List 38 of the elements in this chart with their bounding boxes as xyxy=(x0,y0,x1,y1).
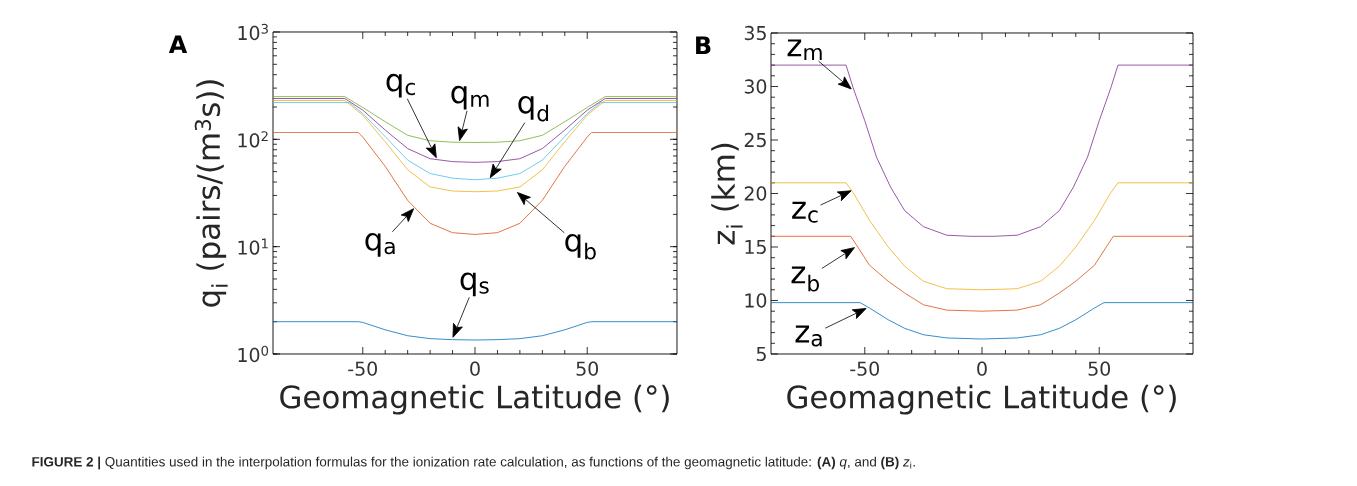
y-tick-label: 10$^{0}$ xyxy=(238,345,269,363)
annotation: q$_{s}$ xyxy=(460,272,489,297)
y-tick-label: 35 xyxy=(744,25,766,41)
y-tick-label: 10$^{1}$ xyxy=(238,238,268,255)
y-tick-label: 10 xyxy=(745,293,767,308)
x-axis-title: Geomagnetic Latitude (°) xyxy=(280,384,669,415)
x-axis-title: Geomagnetic Latitude (°) xyxy=(787,384,1176,415)
line-series xyxy=(273,132,677,235)
y-tick-label: 25 xyxy=(744,132,766,148)
x-tick-label: 50 xyxy=(1088,361,1111,376)
line-series xyxy=(771,182,1194,291)
annotation: q$_{m}$ xyxy=(451,85,489,110)
x-tick-label: 50 xyxy=(576,361,598,376)
annotation: q$_{c}$ xyxy=(386,73,415,98)
y-tick-label: 20 xyxy=(744,186,767,201)
annotation: z$_{b}$ xyxy=(791,266,819,292)
y-axis-title: q$_{i}$ (pairs/(m$^{3}$s)) xyxy=(194,80,228,307)
y-tick-label: 5 xyxy=(756,346,766,362)
y-tick-label: 10$^{2}$ xyxy=(238,131,268,148)
annotation: q$_{d}$ xyxy=(518,95,549,122)
x-tick-label: -50 xyxy=(850,361,879,376)
line-series xyxy=(273,321,677,341)
x-tick-label: 0 xyxy=(977,361,987,376)
text: FIGURE 2 | Quantities used in the interpolation formulas for the ionization rate calculation, as functions of the geomagnetic latitude: (A) q, and (B) z$_{i}$. xyxy=(32,456,915,470)
annotation: z$_{c}$ xyxy=(792,201,818,223)
y-tick-label: 10$^{3}$ xyxy=(238,23,268,41)
x-tick-label: 0 xyxy=(470,361,480,376)
x-tick-label: -50 xyxy=(348,361,377,376)
chart-title: B xyxy=(696,36,711,54)
y-tick-label: 30 xyxy=(744,79,767,94)
y-axis-title: z$_{i}$ (km) xyxy=(711,143,743,245)
annotation: q$_{b}$ xyxy=(565,233,596,260)
chart-title: A xyxy=(168,35,188,53)
annotation: z$_{a}$ xyxy=(795,325,822,347)
annotation: z$_{m}$ xyxy=(787,39,822,61)
line-series xyxy=(771,235,1194,312)
y-tick-label: 15 xyxy=(745,239,766,255)
annotation: q$_{a}$ xyxy=(365,232,395,257)
